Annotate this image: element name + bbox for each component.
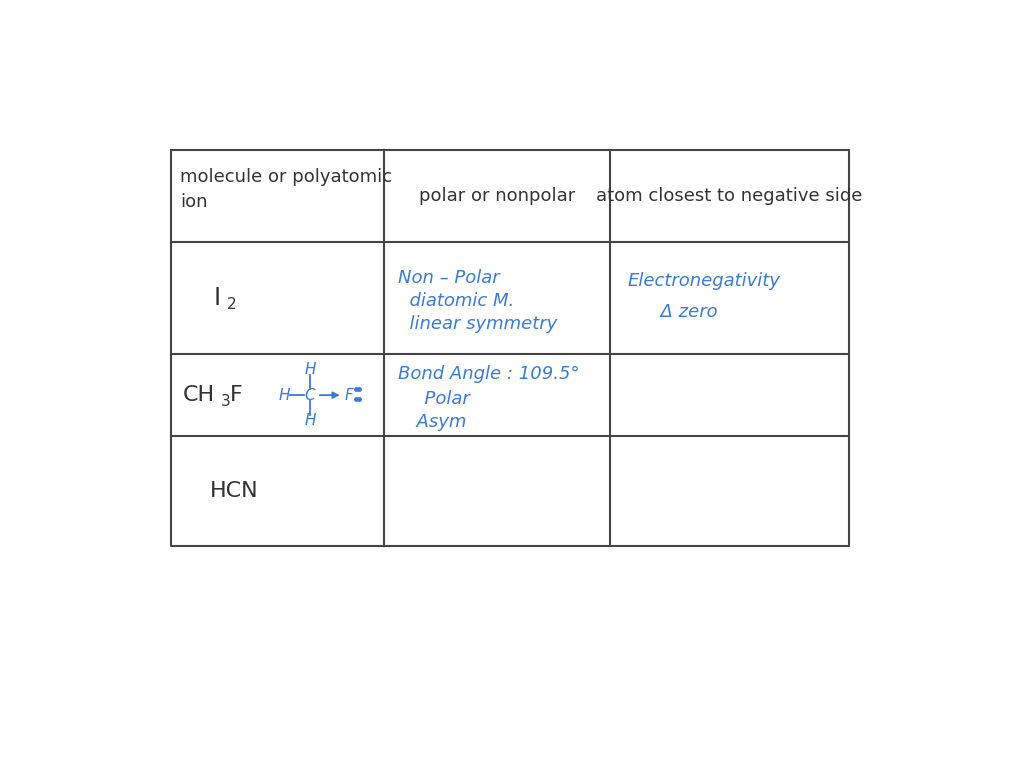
Text: H: H [304,362,315,377]
Text: Electronegativity: Electronegativity [627,272,780,290]
Text: F: F [229,386,243,406]
Text: C: C [305,388,315,402]
Text: atom closest to negative side: atom closest to negative side [596,187,862,205]
Text: polar or nonpolar: polar or nonpolar [419,187,575,205]
Text: Polar: Polar [414,390,470,408]
Text: Asym: Asym [406,413,467,431]
Text: linear symmetry: linear symmetry [397,315,557,333]
Text: diatomic M.: diatomic M. [397,292,514,310]
Text: HCN: HCN [209,482,258,502]
Text: Bond Angle : 109.5°: Bond Angle : 109.5° [397,365,580,382]
Text: Δ zero: Δ zero [649,303,718,321]
Text: H: H [279,388,290,402]
Text: 3: 3 [221,394,230,409]
Text: F: F [344,388,353,402]
Text: molecule or polyatomic
ion: molecule or polyatomic ion [180,168,392,211]
Text: I: I [213,286,220,310]
Text: CH: CH [182,386,214,406]
Text: Non – Polar: Non – Polar [397,269,500,287]
Text: H: H [304,413,315,428]
Text: 2: 2 [226,296,237,312]
